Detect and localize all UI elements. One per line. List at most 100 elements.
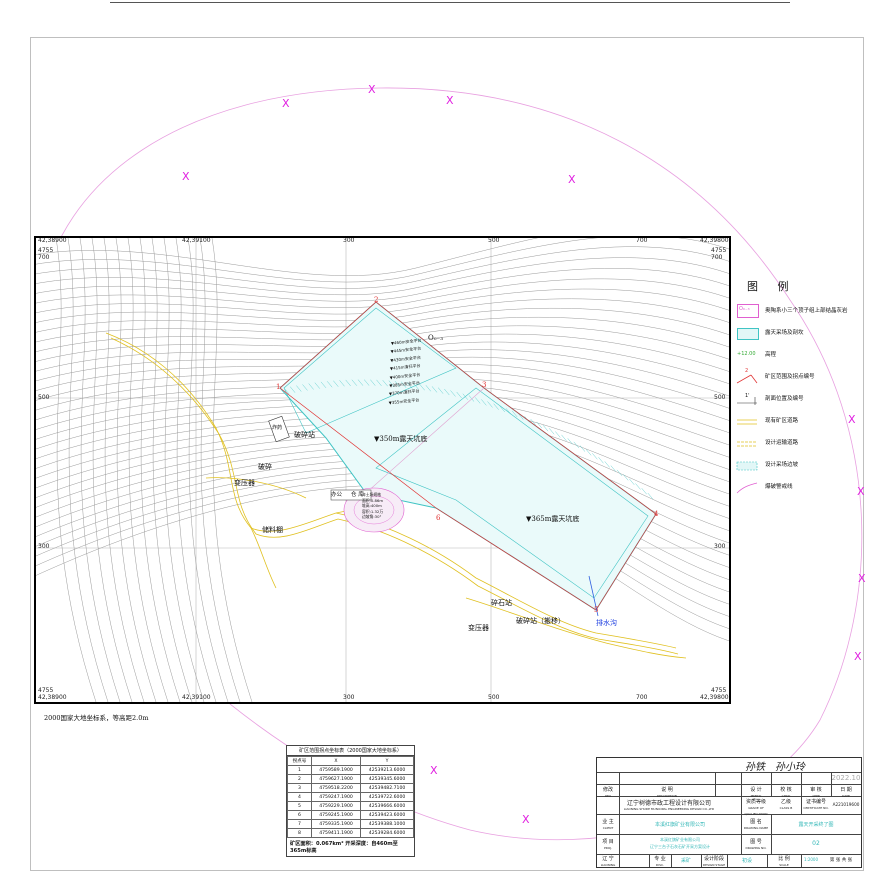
coord-left-y-500: 500 (38, 394, 50, 401)
table-cell: 7 (287, 819, 312, 829)
boundary-vertex-1: 1 (276, 383, 281, 391)
qualification-value: 乙级 CLASS B (779, 799, 793, 810)
legend-symbol-icon (735, 480, 759, 494)
company-name-en: LIAONING SHUDE MUNICIPAL ENGINEERING DES… (623, 807, 715, 811)
legend-symbol-icon (735, 326, 759, 340)
coord-left-y-700: 700 (38, 254, 50, 261)
roads (105, 332, 687, 659)
coord-right-y-300: 300 (714, 543, 726, 550)
legend-item: 露天采场及剖坎 (735, 322, 860, 344)
boundary-vertex-3: 3 (482, 381, 487, 389)
label-warehouse: 仓 库 (351, 492, 364, 498)
label-office: 办公 (331, 492, 343, 498)
blast-x-marker: X (568, 173, 576, 186)
legend-label: 设计采场边坡 (765, 461, 799, 468)
legend-symbol-icon (735, 436, 759, 450)
drawing-sheet-border (30, 37, 864, 871)
drawing-name: 露天开采终了图 (798, 822, 834, 828)
boundary-vertex-6: 6 (436, 514, 441, 522)
label-powder: 破碎 (258, 463, 272, 471)
table-cell: 42539388.1000 (360, 819, 414, 829)
legend-item: O₀₋₃ 奥陶系小三个顶子组上部结晶灰岩 (735, 300, 860, 322)
scale-value: 1:2000 (803, 857, 819, 862)
legend-symbol-icon (735, 414, 759, 428)
label-gravel-move: 破碎站（搬移） (516, 617, 565, 625)
table-cell: 42539345.6000 (360, 774, 414, 784)
coordinate-table: 矿区范围拐点坐标表（2000国家大地坐标系） 拐点号 X Y 1 4759589.19… (286, 745, 415, 857)
blast-x-marker: X (857, 485, 865, 498)
label-transformer: 变压器 (234, 479, 255, 487)
legend-label: 露天采场及剖坎 (765, 329, 804, 336)
sheet-count: 第 张 共 张 (829, 858, 853, 863)
legend-symbol-icon (735, 458, 759, 472)
table-row: 7 4759335.1900 42539388.1000 (287, 819, 414, 829)
lower-pit-floor-label: ▼365m露天坑底 (526, 515, 580, 523)
waste-dump-info-line: 容积:1.32万 (362, 508, 384, 514)
mine-boundary (279, 301, 657, 611)
boundary-vertex-4: 4 (654, 510, 659, 518)
map-canvas (36, 238, 729, 702)
signature-2: 孙小玲 (775, 762, 805, 773)
table-cell: 4759411.1900 (310, 828, 362, 838)
label-crusher: 破碎站 (294, 431, 315, 439)
label-stockpile: 储料棚 (262, 526, 283, 534)
blast-x-marker: X (368, 83, 376, 96)
table-cell: 4759627.1900 (310, 774, 362, 784)
table-row: 2 4759627.1900 42539345.6000 (287, 774, 414, 784)
coord-bottom-left: 42,38900 (38, 694, 67, 701)
coordinate-table-footer: 矿区面积：0.067km² 开采深度：自460m至365m标高 (290, 841, 398, 854)
legend-item: 2 矿区范围及拐点编号 (735, 366, 860, 388)
legend-title: 图 例 (747, 280, 797, 293)
table-row: 4 4759247.1900 42539722.6000 (287, 792, 414, 802)
project-label: 项 目 PROJ. (602, 839, 614, 850)
table-row: 1 4759589.1900 42539213.6000 (287, 765, 414, 775)
coord-top-left: 42,38900 (38, 237, 67, 244)
legend-label: 现有矿区道路 (765, 417, 799, 424)
date-label: 日 期 DATE (840, 787, 852, 798)
label-explosive-store: 炸药 (272, 425, 283, 431)
legend-symbol-icon: +12.00 (737, 351, 756, 357)
legend-item: 设计采场边坡 (735, 454, 860, 476)
coord-bottom-right-y: 4755 (711, 687, 727, 694)
coord-bottom-x2: 42,39100 (182, 694, 211, 701)
project-value-1: 本溪红旗矿业有限公司 (660, 837, 700, 842)
waste-dump-info: 弃土场规格 面积:0.86m 堆高:400m 容积:1.32万 边坡角:30° (362, 492, 383, 520)
coord-bottom-x300: 300 (343, 694, 355, 701)
table-cell: 42539482.7100 (360, 783, 414, 793)
blast-x-marker: X (282, 97, 290, 110)
table-row: 3 4759518.2200 42539482.7100 (287, 783, 414, 793)
rev-label: 修改 REV (602, 787, 613, 798)
table-cell: 3 (287, 783, 312, 793)
blast-x-marker: X (182, 170, 190, 183)
table-row: 5 4759229.1900 42539666.6000 (287, 801, 414, 811)
legend-label: 矿区范围及拐点编号 (765, 373, 815, 380)
legend-label: 奥陶系小三个顶子组上部结晶灰岩 (765, 307, 848, 314)
blast-x-marker: X (430, 764, 438, 777)
discipline-label: 专 业 DISC. (654, 856, 666, 867)
legend-item: 爆破警戒线 (735, 476, 860, 498)
coord-ne-y: 4755 (711, 247, 727, 254)
qualification-label: 资质等级 GRADE OF QUALIFICATION (744, 799, 768, 816)
boundary-vertex-2: 2 (374, 296, 379, 304)
coord-right-y-500: 500 (714, 394, 726, 401)
approve-label: 审 核 APPR (810, 787, 822, 798)
table-cell: 42539423.6000 (360, 810, 414, 820)
table-row: 6 4759245.1900 42539423.6000 (287, 810, 414, 820)
label-gravel-station: 碎石站 (491, 599, 512, 607)
table-cell: 6 (287, 810, 312, 820)
legend-symbol-icon: 2 (735, 368, 759, 384)
drawing-no-label: 图 号 DRAWING NO. (745, 839, 767, 850)
legend-label: 设计运输道路 (765, 439, 799, 446)
coordinate-table-grid: 拐点号 X Y 1 4759589.1900 42539213.6000 2 4759627… (287, 756, 414, 838)
table-cell: 4759335.1900 (310, 819, 362, 829)
coord-x-500: 500 (488, 237, 500, 244)
stratum-marker: O₀₋₃ (428, 334, 444, 342)
blast-x-marker: X (854, 650, 862, 663)
design-stage-value: 初设 (741, 858, 752, 864)
check-label: 校 核 CHKD (780, 787, 792, 798)
design-stage-label: 设计阶段 DESIGN STAGE (702, 856, 726, 867)
coord-left-y-top: 4755 (38, 247, 54, 254)
legend: 图 例 O₀₋₃ 奥陶系小三个顶子组上部结晶灰岩 露天采场及剖坎 +12.00 高程 2 矿… (735, 278, 860, 498)
table-header-cell: Y (360, 756, 414, 766)
